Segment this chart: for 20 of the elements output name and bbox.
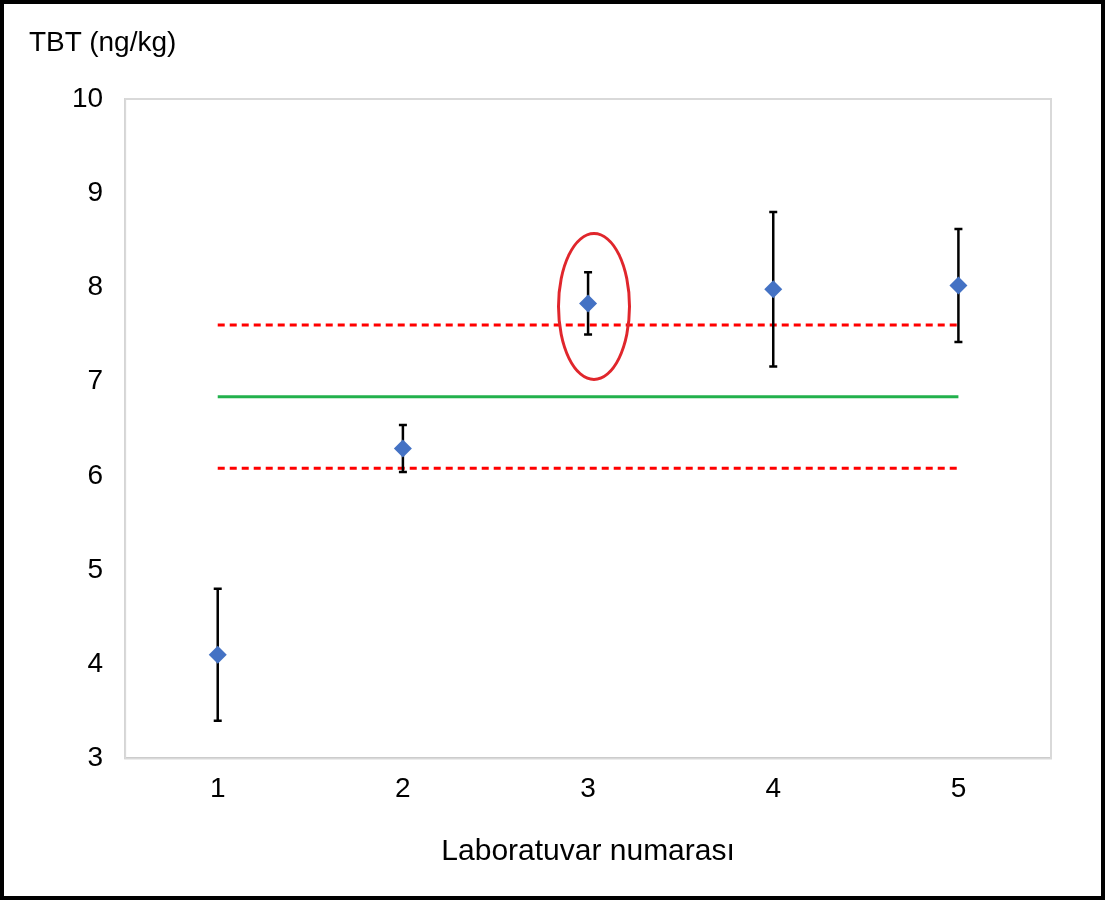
y-tick-label: 8 — [87, 270, 104, 302]
point — [393, 439, 412, 458]
point — [208, 645, 227, 664]
point — [764, 280, 783, 299]
x-tick-label: 5 — [950, 771, 967, 803]
x-tick-label: 4 — [765, 771, 782, 803]
y-tick-label: 4 — [87, 646, 104, 678]
y-axis-title: TBT (ng/kg) — [29, 25, 177, 57]
point — [579, 294, 598, 313]
x-tick-label: 1 — [209, 771, 226, 803]
y-tick-label: 7 — [87, 364, 104, 396]
y-tick-label: 3 — [87, 741, 104, 773]
y-tick-label: 10 — [71, 81, 104, 113]
x-axis-title: Laboratuvar numarası — [441, 833, 735, 867]
y-tick-label: 9 — [87, 175, 104, 207]
y-tick-label: 5 — [87, 552, 104, 584]
x-tick-label: 2 — [395, 771, 411, 803]
point — [949, 276, 968, 295]
y-tick-label: 6 — [87, 458, 104, 490]
x-tick-label: 3 — [580, 771, 596, 803]
